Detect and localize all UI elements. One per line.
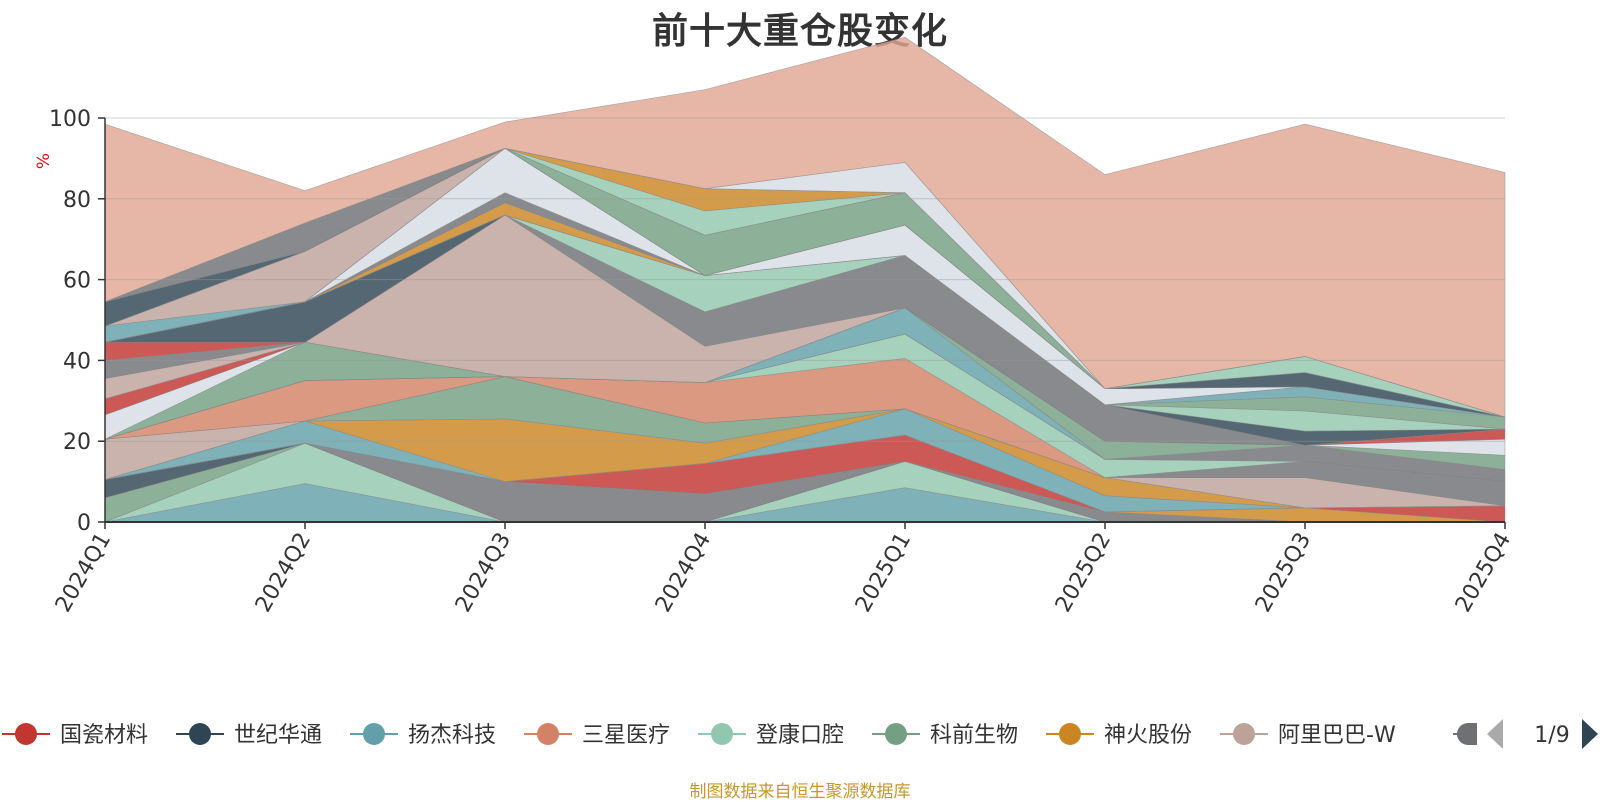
- legend-item-4[interactable]: 登康口腔: [698, 723, 844, 748]
- legend-dot-3: [537, 723, 559, 745]
- y-tick-label-4: 80: [63, 188, 91, 213]
- x-tick-label-1: 2024Q2: [251, 529, 316, 617]
- x-tick-label-5: 2025Q2: [1051, 529, 1116, 617]
- legend-dot-2: [363, 723, 385, 745]
- legend-item-5[interactable]: 科前生物: [872, 723, 1018, 748]
- stacked-area-layer: [104, 36, 1506, 523]
- y-tick-label-3: 60: [63, 269, 91, 294]
- legend-item-6[interactable]: 神火股份: [1046, 723, 1192, 748]
- legend-item-partial[interactable]: [1453, 723, 1477, 745]
- legend-dot-4: [711, 723, 733, 745]
- y-tick-label-0: 0: [77, 511, 91, 536]
- x-tick-label-6: 2025Q3: [1251, 529, 1316, 617]
- legend-dot-6: [1059, 723, 1081, 745]
- source-note: 制图数据来自恒生聚源数据库: [689, 782, 911, 802]
- legend-label-6: 神火股份: [1104, 723, 1192, 748]
- x-tick-label-2: 2024Q3: [451, 529, 516, 617]
- y-axis-label: %: [34, 153, 54, 169]
- legend-page-indicator: 1/9: [1534, 723, 1569, 748]
- legend-item-7[interactable]: 阿里巴巴-W: [1220, 723, 1396, 748]
- axis-layer: %: [34, 118, 1505, 523]
- legend-dot-0: [15, 723, 37, 745]
- grid-layer: [105, 117, 1505, 442]
- legend-label-2: 扬杰科技: [408, 723, 496, 748]
- x-tick-label-0: 2024Q1: [51, 529, 116, 617]
- y-tick-label-1: 20: [63, 430, 91, 455]
- legend-label-5: 科前生物: [930, 723, 1018, 748]
- legend-label-0: 国瓷材料: [60, 723, 148, 748]
- legend: 国瓷材料 世纪华通 扬杰科技 三星医疗 登康口腔 科前生物 神火股份 阿里巴巴-W 1/9: [2, 719, 1598, 749]
- legend-label-4: 登康口腔: [756, 723, 844, 748]
- x-tick-label-7: 2025Q4: [1451, 529, 1516, 617]
- legend-label-3: 三星医疗: [582, 723, 670, 748]
- legend-dot-partial: [1457, 723, 1477, 745]
- legend-label-7: 阿里巴巴-W: [1278, 723, 1396, 748]
- legend-dot-7: [1233, 723, 1255, 745]
- legend-item-3[interactable]: 三星医疗: [524, 723, 670, 748]
- area-series-38: [104, 36, 1506, 418]
- legend-next-page-icon[interactable]: [1582, 719, 1598, 749]
- legend-dot-1: [189, 723, 211, 745]
- x-tick-label-4: 2025Q1: [851, 529, 916, 617]
- legend-item-1[interactable]: 世纪华通: [176, 723, 322, 748]
- x-tick-label-3: 2024Q4: [651, 529, 716, 617]
- legend-label-1: 世纪华通: [234, 723, 322, 748]
- legend-item-0[interactable]: 国瓷材料: [2, 723, 148, 748]
- legend-dot-5: [885, 723, 907, 745]
- legend-prev-page-icon[interactable]: [1487, 719, 1503, 749]
- y-tick-label-5: 100: [49, 107, 91, 132]
- y-tick-label-2: 40: [63, 349, 91, 374]
- legend-item-2[interactable]: 扬杰科技: [350, 723, 496, 748]
